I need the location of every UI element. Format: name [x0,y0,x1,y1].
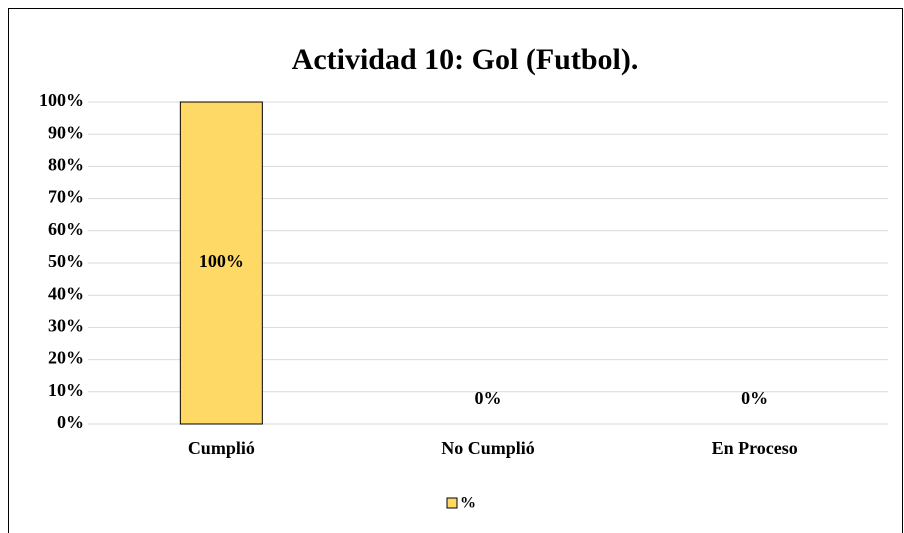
data-label: 0% [741,388,768,408]
chart-frame [8,8,903,533]
y-tick-label: 100% [39,90,84,110]
data-label: 0% [475,388,502,408]
chart-title: Actividad 10: Gol (Futbol). [292,43,639,76]
y-tick-label: 20% [48,348,84,368]
x-tick-label: En Proceso [712,438,798,458]
y-tick-label: 30% [48,316,84,336]
y-tick-label: 0% [57,412,84,432]
y-tick-label: 70% [48,187,84,207]
y-tick-label: 10% [48,380,84,400]
y-tick-label: 80% [48,155,84,175]
y-tick-label: 40% [48,283,84,303]
x-tick-label: No Cumplió [441,438,535,458]
bar [179,101,263,425]
legend-label: % [460,495,476,512]
y-tick-label: 50% [48,251,84,271]
data-label: 100% [199,251,244,271]
y-tick-label: 90% [48,122,84,142]
y-tick-label: 60% [48,219,84,239]
x-tick-label: Cumplió [188,438,255,458]
legend-swatch [446,497,458,509]
